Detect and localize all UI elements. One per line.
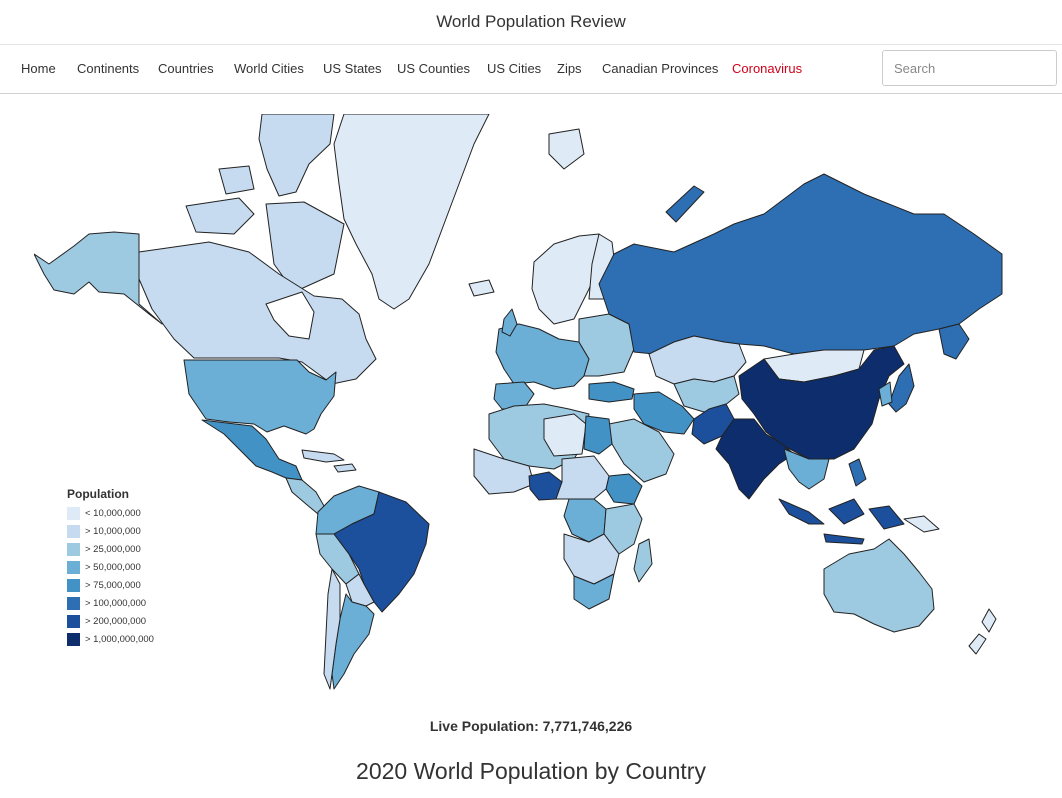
region-kazakhstan[interactable] — [648, 335, 747, 385]
region-canada[interactable] — [138, 241, 377, 385]
legend-item: > 1,000,000,000 — [67, 630, 187, 648]
legend-label: > 1,000,000,000 — [85, 633, 154, 645]
world-map-svg — [34, 114, 1003, 690]
legend-label: > 25,000,000 — [85, 543, 141, 555]
region-central-africa[interactable] — [555, 455, 610, 500]
legend-label: > 50,000,000 — [85, 561, 141, 573]
nav-continents[interactable]: Continents — [77, 61, 140, 76]
nav-zips[interactable]: Zips — [557, 61, 582, 76]
hudson-bay — [265, 291, 315, 340]
nav-us-cities[interactable]: US Cities — [487, 61, 542, 76]
region-madagascar[interactable] — [633, 538, 653, 583]
legend-label: > 75,000,000 — [85, 579, 141, 591]
search-input[interactable] — [882, 50, 1057, 86]
region-egypt[interactable] — [583, 415, 613, 455]
region-iran[interactable] — [633, 391, 695, 435]
region-central-america[interactable] — [285, 477, 325, 515]
legend-swatch — [67, 542, 80, 556]
site-title[interactable]: World Population Review — [436, 12, 626, 31]
live-population: Live Population: 7,771,746,226 — [429, 718, 633, 734]
region-indonesia[interactable] — [778, 498, 905, 545]
legend-label: < 10,000,000 — [85, 507, 141, 519]
region-philippines[interactable] — [848, 458, 867, 487]
region-uk[interactable] — [501, 308, 518, 337]
region-west-africa[interactable] — [473, 448, 535, 495]
legend-swatch — [67, 560, 80, 574]
region-libya[interactable] — [543, 413, 587, 457]
region-alaska[interactable] — [34, 231, 163, 325]
region-turkey[interactable] — [588, 381, 635, 403]
legend-swatch — [67, 506, 80, 520]
legend-label: > 10,000,000 — [85, 525, 141, 537]
region-eastern-europe[interactable] — [578, 313, 635, 377]
region-iceland[interactable] — [468, 279, 495, 297]
page-heading: 2020 World Population by Country — [356, 758, 706, 784]
legend-item: > 25,000,000 — [67, 540, 187, 558]
legend-swatch — [67, 596, 80, 610]
legend-item: > 200,000,000 — [67, 612, 187, 630]
region-greenland[interactable] — [333, 114, 490, 310]
nav-coronavirus[interactable]: Coronavirus — [732, 61, 803, 76]
region-russia-far-east[interactable] — [938, 323, 970, 360]
region-brazil[interactable] — [333, 491, 430, 613]
region-scandinavia[interactable] — [531, 233, 605, 325]
region-novaya-zemlya[interactable] — [665, 185, 705, 223]
legend-swatch — [67, 614, 80, 628]
region-southeast-asia[interactable] — [783, 448, 830, 490]
world-map — [34, 114, 1004, 694]
region-western-europe[interactable] — [495, 323, 590, 390]
region-canada-arctic[interactable] — [185, 114, 345, 293]
region-japan[interactable] — [888, 363, 915, 413]
region-chile[interactable] — [323, 568, 341, 690]
main-nav: Home Continents Countries World Cities U… — [0, 44, 1062, 94]
nav-countries[interactable]: Countries — [158, 61, 214, 76]
region-mexico[interactable] — [201, 419, 303, 481]
region-ethiopia[interactable] — [605, 473, 643, 505]
legend-swatch — [67, 524, 80, 538]
legend-label: > 200,000,000 — [85, 615, 147, 627]
nav-us-counties[interactable]: US Counties — [397, 61, 470, 76]
legend-item: < 10,000,000 — [67, 504, 187, 522]
region-korea[interactable] — [878, 381, 893, 407]
region-russia[interactable] — [598, 173, 1003, 355]
nav-canadian-provinces[interactable]: Canadian Provinces — [602, 61, 719, 76]
region-caribbean[interactable] — [301, 449, 357, 473]
region-usa[interactable] — [183, 359, 337, 435]
legend-swatch — [67, 632, 80, 646]
map-legend: Population < 10,000,000 > 10,000,000 > 2… — [67, 486, 187, 648]
legend-label: > 100,000,000 — [85, 597, 147, 609]
region-india[interactable] — [715, 418, 795, 500]
legend-title: Population — [67, 487, 129, 501]
region-new-zealand[interactable] — [968, 608, 997, 655]
region-south-africa[interactable] — [573, 573, 615, 610]
region-saudi-arabia[interactable] — [608, 418, 675, 483]
region-papua-new-guinea[interactable] — [903, 515, 940, 533]
nav-us-states[interactable]: US States — [323, 61, 382, 76]
legend-item: > 75,000,000 — [67, 576, 187, 594]
legend-item: > 50,000,000 — [67, 558, 187, 576]
region-australia[interactable] — [823, 538, 935, 633]
nav-home[interactable]: Home — [21, 61, 56, 76]
nav-world-cities[interactable]: World Cities — [234, 61, 304, 76]
region-central-asia[interactable] — [673, 375, 740, 413]
legend-swatch — [67, 578, 80, 592]
region-svalbard[interactable] — [548, 128, 585, 170]
legend-item: > 100,000,000 — [67, 594, 187, 612]
legend-item: > 10,000,000 — [67, 522, 187, 540]
